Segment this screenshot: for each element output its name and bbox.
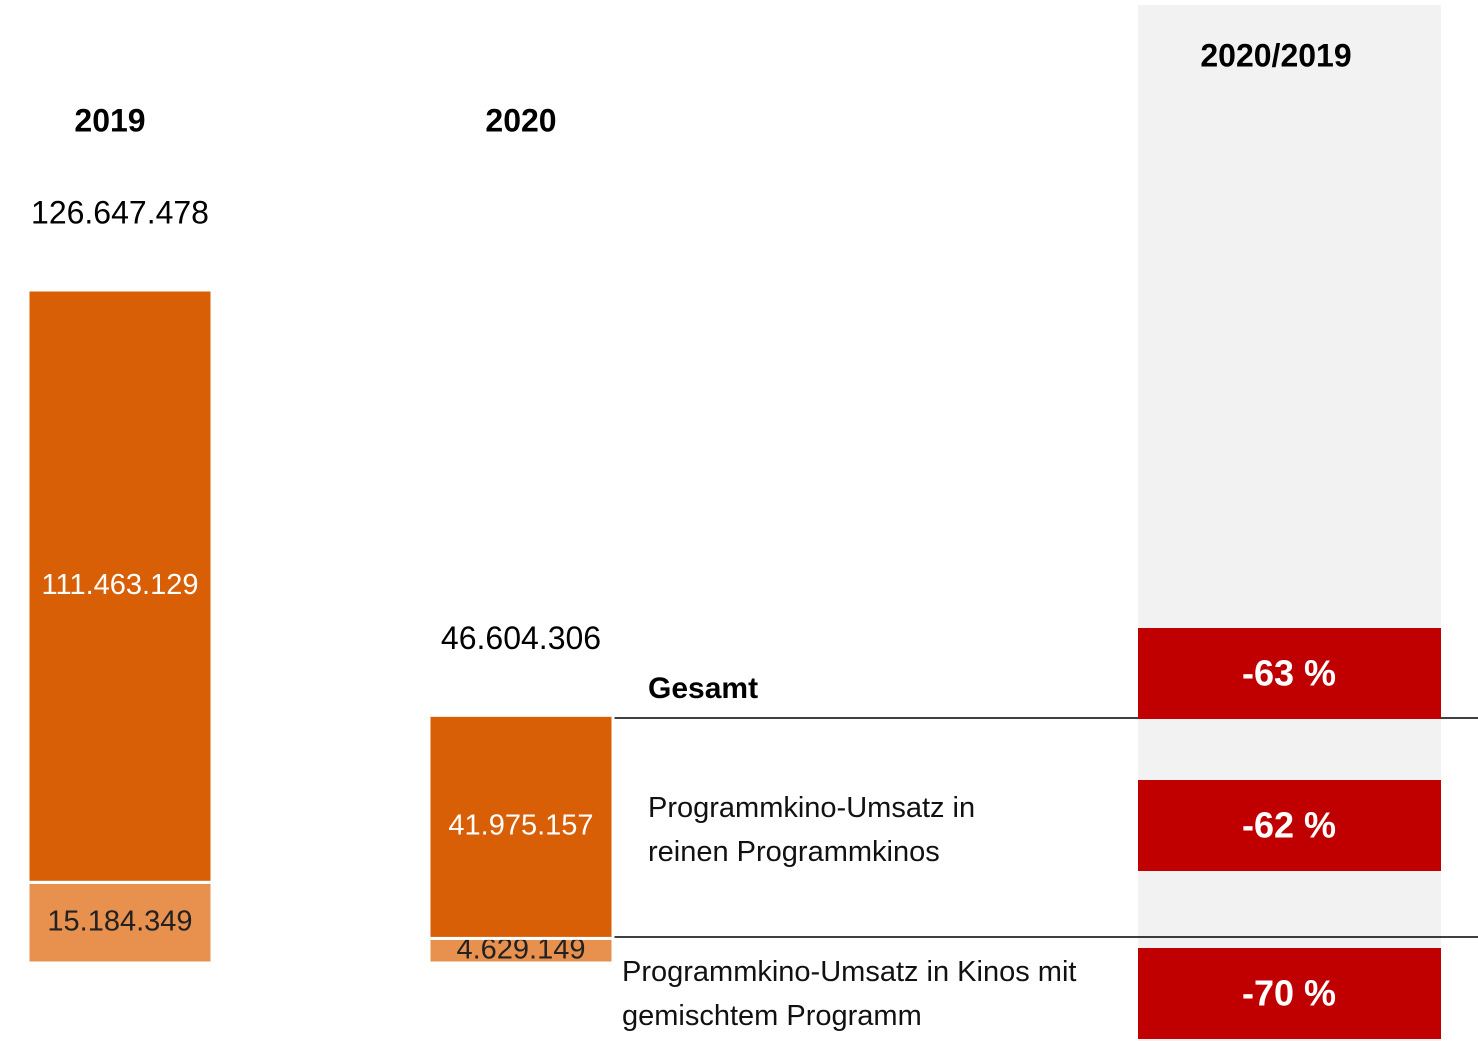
bar-segment	[427, 713, 615, 940]
total-label: 126.647.478	[31, 194, 209, 230]
legend-entry: Programmkino-Umsatz in reinen Programmki…	[648, 792, 976, 868]
segment-label: 41.975.157	[448, 810, 593, 842]
change-label: -63 %	[1242, 653, 1336, 694]
category-label: 2019	[74, 102, 145, 138]
bar-segment	[26, 288, 214, 884]
segment-label: 15.184.349	[47, 905, 192, 937]
bar-segment	[26, 880, 214, 965]
change-label: -70 %	[1242, 973, 1336, 1014]
segment-label: 111.463.129	[42, 569, 199, 601]
comparison-column	[1138, 5, 1441, 1041]
change-box	[1138, 948, 1441, 1039]
total-label: 46.604.306	[441, 620, 601, 656]
change-box	[1138, 628, 1441, 719]
legend-total: Gesamt	[648, 672, 758, 705]
bar-segment	[427, 936, 615, 965]
category-label: 2020	[485, 102, 556, 138]
legend-entry: Programmkino-Umsatz in Kinos mit gemisch…	[622, 956, 1077, 1032]
change-label: -62 %	[1242, 805, 1336, 846]
change-box	[1138, 780, 1441, 871]
comparison-title: 2020/2019	[1200, 37, 1351, 73]
